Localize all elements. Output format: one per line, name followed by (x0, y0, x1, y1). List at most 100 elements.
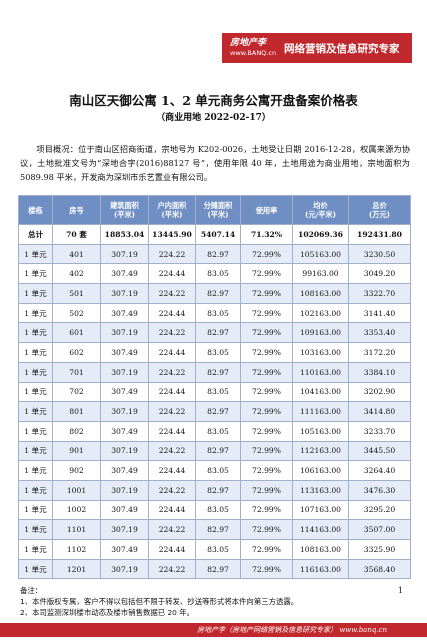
cell: 307.19 (100, 519, 149, 540)
header-row: 楼栋 房号 建筑面积 (平米) 户内面积 (平米) 分摊面积 (平米) 使用率 均价 (元/… (18, 195, 411, 225)
cell: 307.19 (100, 440, 149, 462)
cell: 224.44 (148, 263, 196, 285)
cell: 307.19 (100, 322, 149, 344)
cell: 18853.04 (100, 224, 149, 245)
cell: 1 单元 (18, 243, 53, 265)
table-row: 1 单元 402 307.49 224.44 83.05 72.99% 99163.00 30… (18, 263, 411, 285)
cell: 83.05 (195, 420, 241, 442)
column-header: 房号 (52, 195, 101, 225)
table-row: 1 单元 1001 307.19 224.22 82.97 72.99% 113163.00… (18, 479, 411, 501)
table-row: 1 单元 1002 307.49 224.44 83.05 72.99% 107163.00… (18, 499, 411, 521)
cell: 3322.70 (348, 283, 411, 304)
cell: 1201 (52, 558, 101, 580)
cell: 3230.50 (348, 243, 411, 265)
cell: 82.97 (195, 283, 241, 304)
cell: 224.22 (148, 519, 196, 540)
cell: 82.97 (195, 558, 241, 580)
cell: 1 单元 (18, 302, 53, 324)
cell: 224.22 (148, 283, 196, 304)
cell: 3476.30 (348, 479, 411, 501)
table-row: 1 单元 902 307.49 224.44 83.05 72.99% 106163.00 3… (18, 460, 411, 481)
cell: 105163.00 (292, 243, 349, 265)
cell: 72.99% (240, 558, 293, 580)
cell: 83.05 (195, 460, 241, 481)
cell: 3202.90 (348, 381, 411, 403)
cell: 82.97 (195, 322, 241, 344)
cell: 102069.36 (292, 224, 349, 245)
cell: 307.19 (100, 479, 149, 501)
cell: 82.97 (195, 440, 241, 462)
cell: 71.32% (240, 224, 293, 245)
note: 2、本司监测深圳楼市动态及楼市销售数据已 20 年。 (20, 608, 195, 617)
cell: 70 套 (52, 224, 101, 245)
cell: 1 单元 (18, 539, 53, 560)
cell: 1 单元 (18, 342, 53, 363)
cell: 83.05 (195, 499, 241, 521)
cell: 307.49 (100, 460, 149, 481)
cell: 902 (52, 460, 101, 481)
cell: 1 单元 (18, 381, 53, 403)
column-header: 建筑面积 (平米) (100, 195, 149, 225)
cell: 3384.10 (348, 361, 411, 383)
column-header: 分摊面积 (平米) (195, 195, 241, 225)
footer: 房地产李（房地产网络营销及信息研究专家） www.banq.cn (0, 623, 427, 637)
cell: 72.99% (240, 361, 293, 383)
cell: 83.05 (195, 381, 241, 403)
cell: 307.49 (100, 263, 149, 285)
cell: 224.44 (148, 302, 196, 324)
title: 南山区天御公寓 1、2 单元商务公寓开盘备案价格表 (69, 93, 358, 108)
subtitle: （商业用地 2022-02-17） (156, 113, 271, 123)
cell: 13445.90 (148, 224, 196, 245)
cell: 192431.80 (348, 224, 411, 245)
cell: 1 单元 (18, 440, 53, 462)
table-row: 1 单元 1102 307.49 224.44 83.05 72.99% 108163.00… (18, 539, 411, 560)
cell: 307.19 (100, 558, 149, 580)
cell: 82.97 (195, 519, 241, 540)
cell: 72.99% (240, 263, 293, 285)
cell: 83.05 (195, 539, 241, 560)
cell: 224.22 (148, 361, 196, 383)
cell: 72.99% (240, 440, 293, 462)
note: 1、本件版权专属，客户不得以包括但不限于转发、抄送等形式将本件向第三方透露。 (20, 597, 299, 606)
column-header: 使用率 (240, 195, 293, 225)
table-row: 1 单元 401 307.19 224.22 82.97 72.99% 105163.00 3… (18, 243, 411, 265)
cell: 224.44 (148, 420, 196, 442)
table-row: 1 单元 802 307.49 224.44 83.05 72.99% 105163.00 3… (18, 420, 411, 442)
cell: 1102 (52, 539, 101, 560)
cell: 3353.40 (348, 322, 411, 344)
cell: 502 (52, 302, 101, 324)
column-header: 户内面积 (平米) (148, 195, 196, 225)
logo: 房地产李 (230, 38, 267, 48)
cell: 1 单元 (18, 322, 53, 344)
cell: 307.19 (100, 401, 149, 422)
table-row: 1 单元 901 307.19 224.22 82.97 72.99% 112163.00 3… (18, 440, 411, 462)
table-row: 1 单元 1201 307.19 224.22 82.97 72.99% 116163.00… (18, 558, 411, 580)
url: www.BANQ.cn (230, 49, 277, 57)
cell: 307.49 (100, 381, 149, 403)
cell: 901 (52, 440, 101, 462)
cell: 83.05 (195, 342, 241, 363)
cell: 3568.40 (348, 558, 411, 580)
notes: 备注： 1、本件版权专属，客户不得以包括但不限于转发、抄送等形式将本件向第三方透… (20, 585, 390, 618)
cell: 3507.00 (348, 519, 411, 540)
cell: 1 单元 (18, 283, 53, 304)
table-row: 总计 70 套 18853.04 13445.90 5407.14 71.32% 10206… (18, 224, 411, 245)
cell: 72.99% (240, 342, 293, 363)
cell: 108163.00 (292, 283, 349, 304)
cell: 307.49 (100, 342, 149, 363)
cell: 72.99% (240, 381, 293, 403)
cell: 3414.80 (348, 401, 411, 422)
cell: 1002 (52, 499, 101, 521)
cell: 112163.00 (292, 440, 349, 462)
table-row: 1 单元 702 307.49 224.44 83.05 72.99% 104163.00 3… (18, 381, 411, 403)
cell: 72.99% (240, 243, 293, 265)
cell: 5407.14 (195, 224, 241, 245)
cell: 82.97 (195, 479, 241, 501)
cell: 总计 (18, 224, 53, 245)
cell: 224.22 (148, 401, 196, 422)
column-header: 总价 (万元) (348, 195, 411, 225)
cell: 802 (52, 420, 101, 442)
cell: 72.99% (240, 539, 293, 560)
cell: 104163.00 (292, 381, 349, 403)
